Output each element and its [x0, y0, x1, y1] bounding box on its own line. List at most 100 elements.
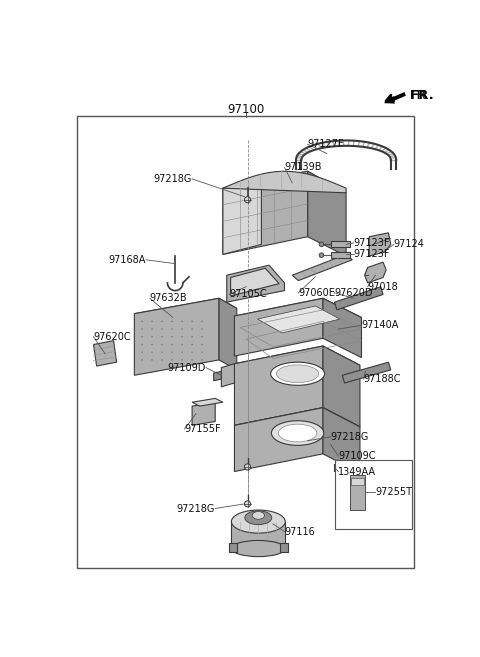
Ellipse shape [252, 512, 264, 519]
Ellipse shape [201, 351, 203, 353]
Ellipse shape [141, 351, 143, 353]
Ellipse shape [231, 510, 285, 533]
Polygon shape [280, 543, 288, 553]
Text: 97188C: 97188C [364, 374, 401, 384]
Ellipse shape [244, 501, 251, 507]
Ellipse shape [271, 362, 324, 385]
Ellipse shape [231, 541, 285, 556]
Text: 97124: 97124 [394, 239, 425, 250]
Polygon shape [308, 171, 346, 256]
Text: 97255T: 97255T [375, 487, 412, 497]
Ellipse shape [151, 328, 153, 330]
Ellipse shape [161, 344, 163, 346]
Text: 97620C: 97620C [94, 332, 131, 342]
Ellipse shape [141, 328, 143, 330]
Bar [77, 116, 414, 568]
Ellipse shape [181, 359, 183, 361]
Polygon shape [229, 543, 237, 553]
Polygon shape [234, 346, 360, 383]
Text: 97218G: 97218G [331, 432, 369, 442]
Ellipse shape [192, 351, 193, 353]
Ellipse shape [141, 336, 143, 338]
Ellipse shape [161, 321, 163, 322]
Polygon shape [192, 398, 223, 406]
Text: 97139B: 97139B [285, 162, 322, 172]
Text: 97105C: 97105C [229, 290, 267, 300]
Polygon shape [234, 407, 323, 472]
Ellipse shape [141, 321, 143, 322]
Ellipse shape [161, 328, 163, 330]
Polygon shape [214, 371, 221, 380]
Polygon shape [234, 298, 323, 356]
Polygon shape [351, 478, 364, 485]
Ellipse shape [171, 321, 173, 322]
Text: FR.: FR. [410, 89, 435, 102]
Text: 1349AA: 1349AA [338, 466, 376, 476]
Ellipse shape [192, 344, 193, 346]
Ellipse shape [181, 344, 183, 346]
Ellipse shape [161, 359, 163, 361]
Ellipse shape [201, 321, 203, 322]
Text: 97218G: 97218G [177, 503, 215, 514]
Ellipse shape [201, 359, 203, 361]
Ellipse shape [161, 351, 163, 353]
Polygon shape [227, 265, 285, 302]
Polygon shape [223, 179, 262, 254]
Polygon shape [342, 362, 391, 383]
Ellipse shape [151, 359, 153, 361]
Ellipse shape [244, 196, 251, 203]
Polygon shape [223, 171, 346, 193]
Polygon shape [323, 298, 361, 357]
Polygon shape [234, 407, 360, 445]
Bar [335, 460, 411, 530]
Polygon shape [331, 241, 350, 248]
Ellipse shape [201, 344, 203, 346]
Ellipse shape [151, 336, 153, 338]
Polygon shape [323, 346, 360, 427]
Polygon shape [223, 171, 346, 210]
Ellipse shape [171, 328, 173, 330]
Text: 97109C: 97109C [338, 451, 376, 461]
Ellipse shape [192, 328, 193, 330]
Ellipse shape [244, 464, 251, 470]
Ellipse shape [151, 351, 153, 353]
Text: 97018: 97018 [368, 282, 398, 292]
Ellipse shape [141, 344, 143, 346]
Text: 97155F: 97155F [184, 424, 221, 434]
Polygon shape [221, 364, 234, 387]
Ellipse shape [319, 253, 324, 258]
Text: 97218G: 97218G [154, 174, 192, 184]
Ellipse shape [181, 328, 183, 330]
Polygon shape [219, 298, 237, 370]
Polygon shape [94, 340, 117, 366]
Text: 97168A: 97168A [108, 255, 146, 265]
Ellipse shape [181, 336, 183, 338]
Polygon shape [323, 407, 360, 473]
Text: 97109D: 97109D [168, 363, 206, 373]
Polygon shape [369, 233, 391, 256]
Polygon shape [134, 298, 219, 375]
Text: FR.: FR. [410, 89, 430, 102]
Ellipse shape [161, 336, 163, 338]
Polygon shape [231, 522, 285, 549]
Polygon shape [258, 306, 340, 333]
Text: 97632B: 97632B [150, 293, 187, 304]
Ellipse shape [201, 336, 203, 338]
Text: 97123F: 97123F [354, 238, 390, 248]
Ellipse shape [171, 351, 173, 353]
Ellipse shape [192, 359, 193, 361]
Text: 97620D: 97620D [335, 288, 373, 298]
Ellipse shape [171, 336, 173, 338]
Polygon shape [365, 262, 386, 283]
Text: 97123F: 97123F [354, 250, 390, 260]
Ellipse shape [245, 510, 272, 525]
Ellipse shape [276, 365, 319, 382]
Polygon shape [234, 346, 323, 425]
Polygon shape [331, 252, 350, 258]
Text: 97140A: 97140A [361, 320, 399, 330]
Text: 97060E: 97060E [299, 288, 335, 298]
Polygon shape [335, 286, 383, 310]
Polygon shape [230, 268, 279, 296]
Text: 97127F: 97127F [308, 139, 344, 149]
Text: 97100: 97100 [228, 103, 264, 116]
